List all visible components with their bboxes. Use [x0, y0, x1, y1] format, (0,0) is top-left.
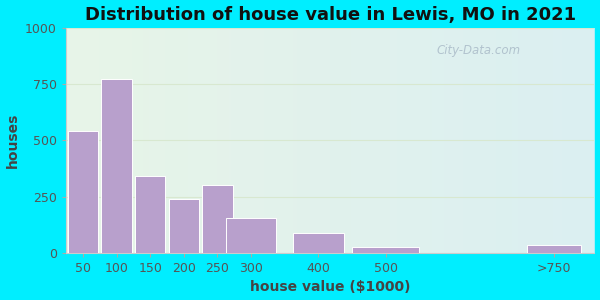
Bar [527, 245, 581, 253]
Title: Distribution of house value in Lewis, MO in 2021: Distribution of house value in Lewis, MO… [85, 6, 576, 24]
Bar [135, 176, 166, 253]
Bar [68, 131, 98, 253]
Bar [169, 199, 199, 253]
Text: City-Data.com: City-Data.com [436, 44, 520, 57]
Bar [352, 247, 419, 253]
Bar [202, 185, 233, 253]
Y-axis label: houses: houses [5, 113, 20, 168]
Bar [226, 218, 277, 253]
X-axis label: house value ($1000): house value ($1000) [250, 280, 410, 294]
Bar [293, 232, 344, 253]
Bar [101, 79, 131, 253]
